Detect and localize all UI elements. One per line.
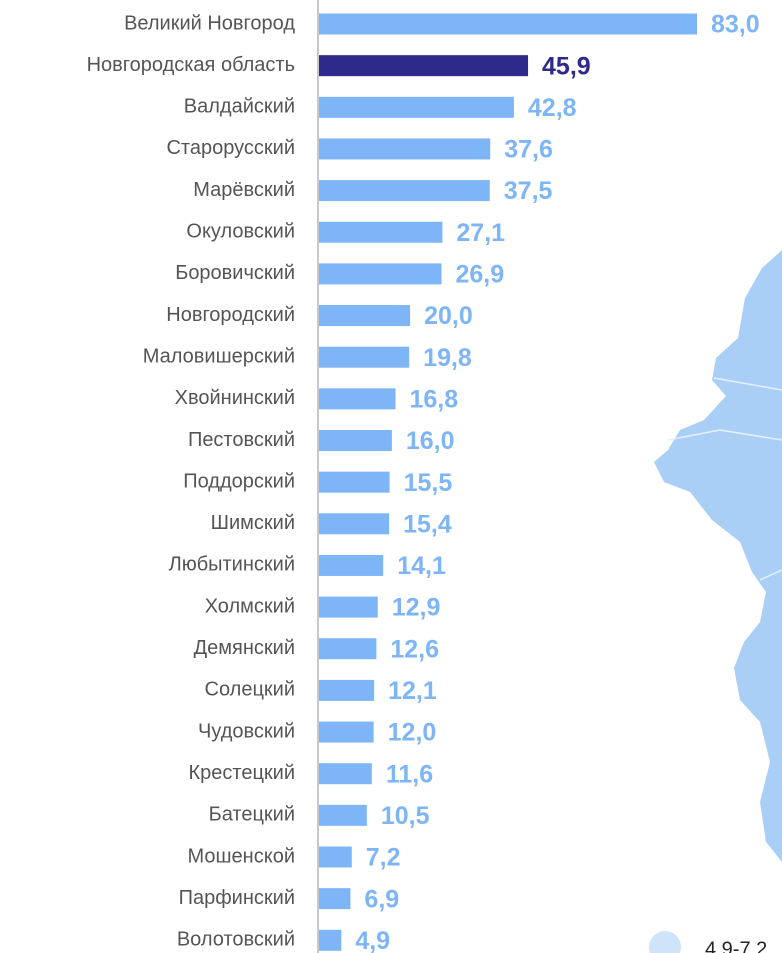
category-label: Старорусский bbox=[166, 137, 295, 159]
category-label: Любытинский bbox=[169, 554, 295, 576]
value-label: 26,9 bbox=[456, 261, 505, 289]
value-label: 16,0 bbox=[406, 427, 455, 455]
category-label: Солецкий bbox=[205, 679, 295, 701]
bar bbox=[319, 221, 443, 243]
map-region bbox=[654, 250, 782, 862]
value-label: 12,6 bbox=[390, 635, 439, 663]
value-label: 37,6 bbox=[504, 136, 553, 164]
bar bbox=[319, 846, 352, 868]
bar bbox=[319, 55, 529, 77]
value-label: 12,1 bbox=[388, 677, 437, 705]
value-label: 45,9 bbox=[542, 52, 591, 80]
value-label: 7,2 bbox=[366, 844, 401, 872]
legend-swatch bbox=[649, 931, 681, 953]
bar bbox=[319, 554, 384, 576]
bar bbox=[319, 513, 390, 535]
category-label: Валдайский bbox=[184, 96, 295, 118]
bar bbox=[319, 929, 342, 951]
category-label: Великий Новгород bbox=[124, 12, 295, 34]
bar bbox=[319, 430, 392, 451]
bar bbox=[319, 804, 367, 826]
category-label: Мошенской bbox=[188, 845, 296, 867]
value-label: 6,9 bbox=[364, 885, 399, 913]
category-label: Маловишерский bbox=[143, 345, 295, 367]
bar bbox=[319, 471, 390, 493]
bar bbox=[319, 388, 396, 410]
bar bbox=[319, 721, 374, 743]
bar bbox=[319, 180, 490, 202]
value-label: 20,0 bbox=[424, 302, 473, 330]
value-label: 14,1 bbox=[397, 552, 446, 580]
category-label: Парфинский bbox=[179, 887, 295, 909]
category-label: Поддорский bbox=[183, 470, 295, 492]
category-label: Новгородский bbox=[166, 304, 295, 326]
category-label: Холмский bbox=[205, 595, 295, 617]
value-label: 4,9 bbox=[355, 927, 390, 953]
bar bbox=[319, 305, 411, 327]
bar bbox=[319, 679, 375, 701]
bar bbox=[319, 638, 377, 660]
category-label: Марёвский bbox=[193, 179, 295, 201]
category-label: Боровичский bbox=[175, 262, 295, 284]
category-label: Батецкий bbox=[209, 804, 295, 826]
value-label: 11,6 bbox=[386, 760, 433, 788]
value-label: 83,0 bbox=[711, 11, 760, 39]
value-label: 12,0 bbox=[388, 719, 437, 747]
value-label: 15,4 bbox=[403, 510, 452, 538]
value-label: 10,5 bbox=[381, 802, 430, 830]
value-label: 42,8 bbox=[528, 94, 577, 122]
category-label: Волотовский bbox=[177, 929, 295, 951]
bar bbox=[319, 346, 410, 368]
category-label: Новгородская область bbox=[87, 54, 295, 76]
value-label: 27,1 bbox=[456, 219, 505, 247]
category-label: Демянский bbox=[194, 637, 295, 659]
bar bbox=[319, 13, 697, 35]
bar bbox=[319, 96, 514, 118]
category-label: Пестовский bbox=[188, 429, 295, 451]
category-label: Шимский bbox=[211, 512, 295, 534]
value-label: 12,9 bbox=[392, 594, 441, 622]
bar bbox=[319, 596, 378, 618]
category-label: Окуловский bbox=[186, 221, 295, 243]
category-label: Крестецкий bbox=[188, 762, 295, 784]
bar bbox=[319, 263, 442, 285]
value-label: 15,5 bbox=[404, 469, 453, 497]
bar bbox=[319, 763, 372, 785]
map-border bbox=[667, 377, 782, 581]
value-label: 16,8 bbox=[410, 385, 459, 413]
bar bbox=[319, 138, 491, 160]
legend-label: 4,9-7,2 bbox=[705, 938, 767, 953]
bar bbox=[319, 888, 351, 910]
category-label: Хвойнинский bbox=[175, 387, 295, 409]
value-label: 37,5 bbox=[504, 177, 553, 205]
value-label: 19,8 bbox=[423, 344, 472, 372]
category-label: Чудовский bbox=[198, 720, 295, 742]
